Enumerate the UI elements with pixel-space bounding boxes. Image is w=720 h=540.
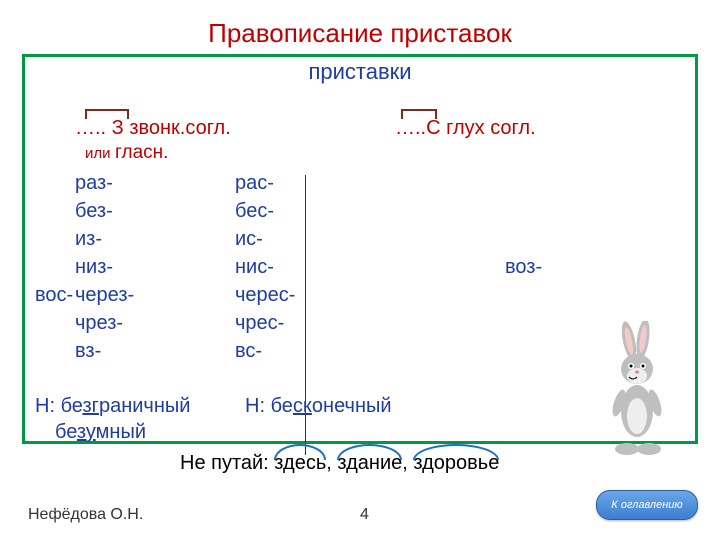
ex-label: Н: (35, 395, 61, 417)
list-item: раз- (75, 169, 134, 197)
subtitle: приставки (25, 59, 695, 85)
footer-sep: , (402, 452, 413, 474)
rule-left-prefix: ….. З (75, 117, 124, 139)
author-label: Нефёдова О.Н. (28, 506, 143, 524)
footer-word: здание (337, 452, 402, 475)
ex-post: раничный (99, 395, 190, 417)
footer-sep: , (326, 452, 337, 474)
rule-left-or: или гласн. (85, 142, 231, 164)
footer-word: здоровье (413, 452, 499, 475)
rule-right-cond-text: глух согл. (446, 117, 536, 139)
list-item: без- (75, 197, 134, 225)
list-item: вз- (75, 337, 134, 365)
list-item: рас- (235, 169, 295, 197)
rule-left: ….. З звонк.согл. или гласн. (75, 117, 231, 164)
column-z-prefixes: раз- без- из- низ- через- чрез- вз- (75, 169, 134, 365)
ex-pre: бе (271, 395, 293, 417)
list-item: чрес- (235, 309, 295, 337)
list-item: черес- (235, 281, 295, 309)
page-title: Правописание приставок (0, 0, 720, 49)
ex-label: Н: (245, 395, 271, 417)
rule-left-cond-text: звонк.согл. (129, 117, 230, 139)
ex-ul: зг (82, 395, 98, 417)
example-left-2: безумный (55, 421, 146, 444)
toc-button[interactable]: К оглавлению (596, 490, 698, 520)
list-item: из- (75, 225, 134, 253)
rule-right: …..С глух согл. (395, 117, 536, 140)
toc-button-label: К оглавлению (611, 499, 682, 511)
example-left-1: Н: безграничный (35, 395, 190, 418)
column-s-prefixes: рас- бес- ис- нис- черес- чрес- вс- (235, 169, 295, 365)
ex-ul: зу (77, 421, 96, 443)
voz-prefix: воз- (505, 253, 542, 281)
page-number: 4 (360, 506, 369, 524)
ex-post: мный (96, 421, 146, 443)
list-item: через- (75, 281, 134, 309)
rule-right-prefix: …..С (395, 117, 441, 139)
or-word2: гласн. (115, 142, 168, 163)
list-item: ис- (235, 225, 295, 253)
footer-word: здесь (274, 452, 326, 475)
list-item: бес- (235, 197, 295, 225)
ex-ul: ск (293, 395, 312, 417)
footer-lead: Не путай: (180, 452, 274, 474)
or-word: или (85, 145, 111, 162)
vos-prefix: вос- (35, 281, 73, 309)
list-item: вс- (235, 337, 295, 365)
ex-pre: бе (55, 421, 77, 443)
list-item: чрез- (75, 309, 134, 337)
list-item: нис- (235, 253, 295, 281)
example-right: Н: бесконечный (245, 395, 392, 418)
list-item: низ- (75, 253, 134, 281)
content-frame: приставки ….. З звонк.согл. или гласн. …… (22, 54, 698, 444)
ex-pre: бе (61, 395, 83, 417)
ex-post: онечный (312, 395, 392, 417)
content-area: ….. З звонк.согл. или гласн. …..С глух с… (25, 85, 695, 469)
footer-note: Не путай: здесь, здание, здоровье (180, 452, 499, 475)
bunny-icon (599, 321, 679, 461)
